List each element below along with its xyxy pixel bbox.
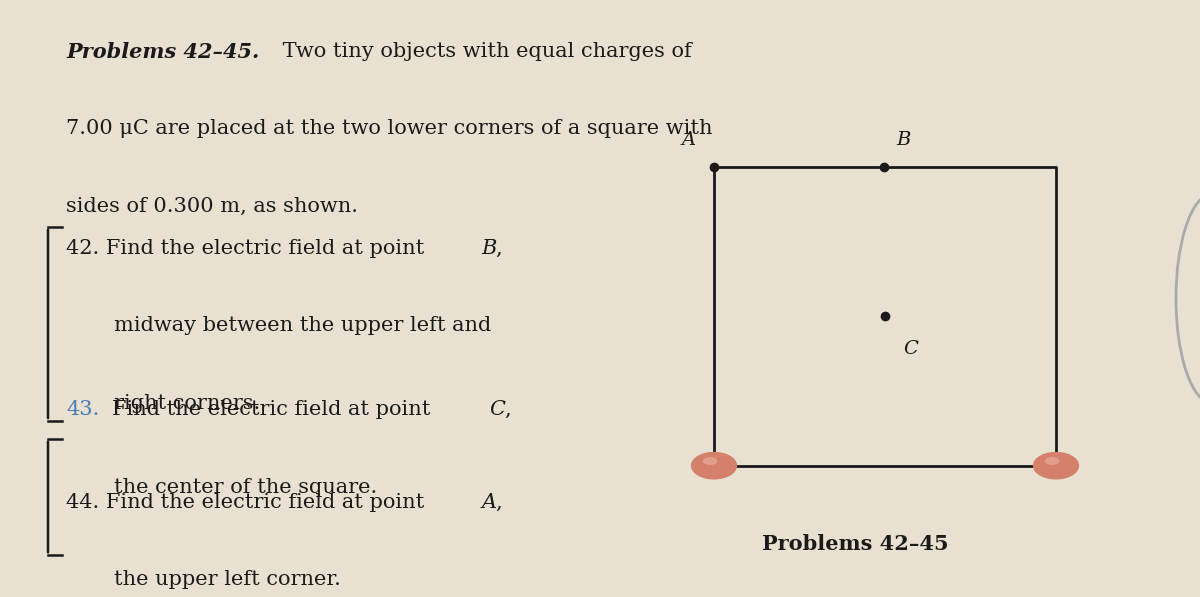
Text: sides of 0.300 m, as shown.: sides of 0.300 m, as shown.: [66, 197, 358, 216]
Text: right corners.: right corners.: [114, 394, 260, 413]
Text: 44. Find the electric field at point: 44. Find the electric field at point: [66, 493, 431, 512]
Text: Two tiny objects with equal charges of: Two tiny objects with equal charges of: [276, 42, 691, 61]
Text: ,: ,: [496, 493, 503, 512]
Text: midway between the upper left and: midway between the upper left and: [114, 316, 491, 336]
Ellipse shape: [1045, 458, 1058, 464]
Text: B: B: [481, 239, 497, 258]
Text: 7.00 μC are placed at the two lower corners of a square with: 7.00 μC are placed at the two lower corn…: [66, 119, 713, 139]
Ellipse shape: [703, 458, 716, 464]
Text: the upper left corner.: the upper left corner.: [114, 570, 341, 589]
Text: 42. Find the electric field at point: 42. Find the electric field at point: [66, 239, 431, 258]
Text: 43.: 43.: [66, 400, 100, 419]
Text: the center of the square.: the center of the square.: [114, 478, 377, 497]
Text: ,: ,: [504, 400, 511, 419]
Ellipse shape: [691, 453, 737, 479]
Text: ,: ,: [496, 239, 503, 258]
Text: B: B: [896, 131, 911, 149]
Text: Problems 42–45.: Problems 42–45.: [66, 42, 259, 62]
Text: Problems 42–45: Problems 42–45: [762, 534, 949, 555]
Text: Find the electric field at point: Find the electric field at point: [112, 400, 437, 419]
Text: C: C: [904, 340, 918, 358]
Text: C: C: [490, 400, 505, 419]
Text: A: A: [682, 131, 696, 149]
Ellipse shape: [1033, 453, 1079, 479]
Text: A: A: [481, 493, 497, 512]
